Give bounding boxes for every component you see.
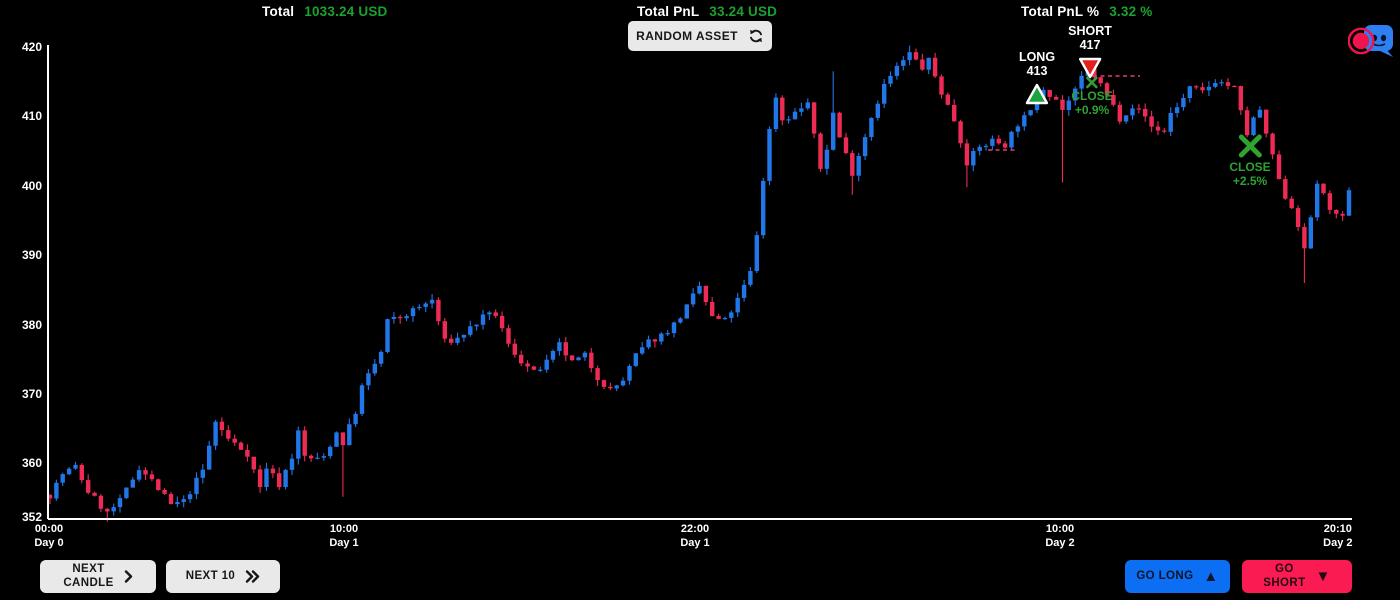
total-balance: Total 1033.24 USD	[262, 4, 388, 19]
long-entry-label: LONG	[1018, 50, 1056, 64]
short-entry-label: SHORT	[1068, 24, 1112, 38]
total-label: Total	[262, 4, 295, 19]
long-entry-price: 413	[1026, 64, 1048, 79]
long-arrow-up-icon	[1025, 83, 1049, 104]
total-pnl-label: Total PnL	[637, 4, 700, 19]
total-value: 1033.24 USD	[304, 4, 388, 19]
candles-layer	[47, 45, 1352, 522]
close-x-icon	[1086, 76, 1098, 89]
chevron-right-icon	[124, 570, 132, 583]
y-axis-tick: 370	[21, 387, 42, 402]
close-short-marker: CLOSE +2.5%	[1229, 133, 1271, 189]
y-axis-tick: 352	[21, 509, 42, 524]
total-pnl: Total PnL 33.24 USD	[637, 4, 777, 19]
long-entry-marker: LONG 413	[1019, 50, 1055, 106]
close-long-pnl: +0.9%	[1074, 102, 1110, 117]
next-candle-label: NEXT CANDLE	[63, 562, 114, 589]
next-candle-button[interactable]: NEXT CANDLE	[40, 560, 156, 593]
total-pnl-percent-label: Total PnL %	[1021, 4, 1100, 19]
x-axis-tick: 10:00 Day 2	[1045, 523, 1075, 549]
random-asset-button[interactable]: RANDOM ASSET	[628, 21, 772, 51]
trade-dashed-lines	[988, 75, 1140, 151]
x-axis-tick: 10:00 Day 1	[329, 523, 359, 549]
random-asset-label: RANDOM ASSET	[636, 28, 738, 43]
close-short-pnl: +2.5%	[1232, 173, 1268, 188]
next-10-label: NEXT 10	[185, 569, 236, 582]
triangle-down-icon: ▼	[1315, 568, 1331, 585]
y-axis-tick: 420	[21, 40, 42, 54]
x-axis-tick: 00:00 Day 0	[34, 523, 64, 549]
short-entry-marker: SHORT 417	[1068, 24, 1112, 80]
close-long-marker: CLOSE +0.9%	[1071, 76, 1113, 118]
close-short-label: CLOSE	[1229, 160, 1271, 174]
y-axis-tick: 380	[21, 317, 42, 332]
triangle-up-icon: ▲	[1203, 568, 1219, 585]
refresh-icon	[749, 29, 762, 43]
go-long-button[interactable]: GO LONG ▲	[1125, 560, 1230, 593]
close-long-label: CLOSE	[1071, 89, 1113, 103]
axis-layer	[47, 45, 1352, 520]
total-pnl-percent-value: 3.32 %	[1109, 4, 1153, 19]
x-axis-tick: 20:10 Day 2	[1323, 523, 1353, 549]
short-arrow-down-icon	[1078, 57, 1102, 78]
discord-logo	[1348, 25, 1393, 57]
x-axis-tick: 22:00 Day 1	[680, 523, 710, 549]
go-short-label: GO SHORT	[1263, 562, 1306, 589]
total-pnl-percent: Total PnL % 3.32 %	[1021, 4, 1152, 19]
y-axis-tick: 360	[21, 456, 42, 471]
short-entry-price: 417	[1079, 38, 1101, 53]
total-pnl-value: 33.24 USD	[709, 4, 778, 19]
double-chevron-right-icon	[246, 570, 260, 583]
close-x-icon	[1238, 134, 1262, 158]
go-long-label: GO LONG	[1136, 569, 1194, 582]
y-axis-tick: 400	[21, 178, 42, 193]
next-10-button[interactable]: NEXT 10	[166, 560, 280, 593]
go-short-button[interactable]: GO SHORT ▼	[1242, 560, 1352, 593]
y-axis-tick: 410	[21, 109, 42, 124]
y-axis-tick: 390	[21, 248, 42, 263]
